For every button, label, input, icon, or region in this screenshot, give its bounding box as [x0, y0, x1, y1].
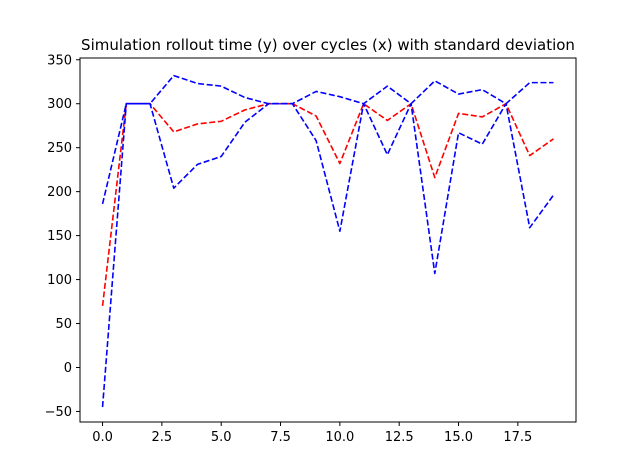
- plot-area: 0.0 2.5 5.0 7.5 10.0 12.5 15.0 17.5 −50 0 50 100 150…: [45, 53, 577, 445]
- x-tick-label: 10.0: [325, 430, 354, 445]
- x-tick-label: 5.0: [211, 430, 232, 445]
- x-tick-label: 2.5: [152, 430, 173, 445]
- chart-title: Simulation rollout time (y) over cycles …: [81, 36, 575, 54]
- series-line-0: [101, 102, 554, 307]
- series-line-2: [101, 102, 555, 408]
- y-tick-label: 350: [47, 53, 72, 68]
- y-tick-label: −50: [45, 405, 72, 420]
- y-tick-label: 300: [47, 97, 72, 112]
- x-tick-label: 12.5: [385, 430, 414, 445]
- y-tick-label: 0: [64, 361, 72, 376]
- y-tick-label: 200: [47, 185, 72, 200]
- y-tick-label: 50: [55, 317, 72, 332]
- x-tick-label: 0.0: [92, 430, 113, 445]
- y-tick-label: 100: [47, 273, 72, 288]
- plot-frame: [79, 57, 577, 423]
- series-line-1: [101, 74, 554, 205]
- x-tick-label: 7.5: [270, 430, 291, 445]
- y-tick-label: 150: [47, 229, 72, 244]
- y-tick-label: 250: [47, 141, 72, 156]
- x-tick-label: 15.0: [444, 430, 473, 445]
- x-tick-label: 17.5: [503, 430, 532, 445]
